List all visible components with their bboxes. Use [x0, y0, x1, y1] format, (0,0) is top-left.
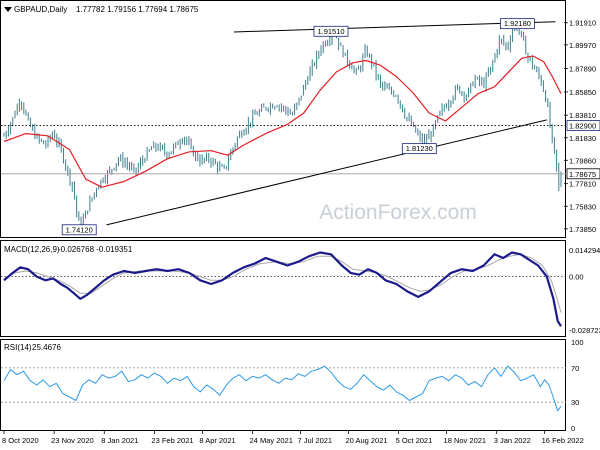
- price-y-tick-label: 1.91910: [569, 19, 596, 28]
- chart-marks: 1.91510 1.92180 1.81230 1.74120 1.91910 1.899…: [1, 18, 600, 445]
- price-annotation-box: [313, 25, 349, 37]
- rsi-panel: [0, 339, 566, 431]
- price-annotation-label: 1.74120: [66, 225, 93, 234]
- x-axis-label: 3 Jan 2022: [494, 436, 531, 445]
- support-level-label: 1.82900: [569, 122, 596, 131]
- price-annotation-box: [499, 18, 535, 30]
- down-triangle-icon: [4, 7, 12, 12]
- macd-y-tick-label: 0.014294: [569, 246, 600, 255]
- price-y-tick-label: 1.83810: [569, 111, 596, 120]
- rsi-y-tick-label: 30: [571, 398, 579, 407]
- moving-average-line: [3, 55, 562, 188]
- x-axis-label: 23 Feb 2021: [151, 436, 193, 445]
- price-annotation-label: 1.91510: [317, 27, 344, 36]
- x-axis-label: 20 Aug 2021: [345, 436, 387, 445]
- rsi-header-values: 25.4676: [32, 343, 61, 352]
- macd-y-tick-label: 0.00: [569, 273, 584, 282]
- macd-line: [3, 251, 562, 327]
- watermark: ActionForex.com: [319, 201, 477, 224]
- x-axis-label: 5 Oct 2021: [396, 436, 433, 445]
- macd-panel: [0, 240, 566, 337]
- x-axis-label: 7 Jul 2021: [297, 436, 332, 445]
- price-annotation-box: [61, 224, 97, 236]
- rsi-y-tick-label: 0: [571, 424, 575, 433]
- rsi-title: RSI(14): [4, 343, 32, 352]
- price-panel: [0, 0, 566, 238]
- ohlc-readout: 1.77782 1.79156 1.77694 1.78675: [76, 5, 199, 14]
- x-axis-label: 8 Apr 2021: [199, 436, 235, 445]
- x-axis-label: 8 Jan 2021: [101, 436, 138, 445]
- price-annotation-label: 1.81230: [406, 144, 433, 153]
- price-y-tick-label: 1.75830: [569, 202, 596, 211]
- macd-signal-line: [3, 253, 562, 313]
- price-annotation-label: 1.92180: [504, 19, 531, 28]
- x-axis-label: 16 Feb 2022: [542, 436, 584, 445]
- x-axis-label: 23 Nov 2020: [51, 436, 94, 445]
- price-annotation-box: [401, 143, 437, 155]
- support-level-box: [566, 120, 600, 131]
- x-axis-label: 8 Oct 2020: [2, 436, 39, 445]
- price-y-tick-label: 1.73850: [569, 225, 596, 234]
- price-y-tick-label: 1.79860: [569, 156, 596, 165]
- symbol-label: GBPAUD,Daily: [14, 5, 67, 14]
- price-y-tick-label: 1.87890: [569, 65, 596, 74]
- macd-header-values: -0.026768 -0.019351: [58, 245, 133, 254]
- price-y-tick-label: 1.77810: [569, 180, 596, 189]
- price-y-tick-label: 1.81830: [569, 134, 596, 143]
- rsi-y-tick-label: 70: [571, 364, 579, 373]
- macd-y-tick-label: -0.028723: [569, 326, 600, 335]
- macd-title: MACD(12,26,9): [4, 245, 60, 254]
- current-price-label: 1.78675: [569, 170, 596, 179]
- rsi-line: [3, 365, 562, 412]
- current-price-box: [566, 168, 600, 180]
- x-axis-label: 18 Nov 2021: [444, 436, 487, 445]
- trend-line: [106, 119, 547, 226]
- rsi-y-tick-label: 100: [571, 338, 584, 347]
- x-axis-label: 24 May 2021: [250, 436, 293, 445]
- price-y-tick-label: 1.89970: [569, 41, 596, 50]
- price-y-tick-label: 1.85850: [569, 88, 596, 97]
